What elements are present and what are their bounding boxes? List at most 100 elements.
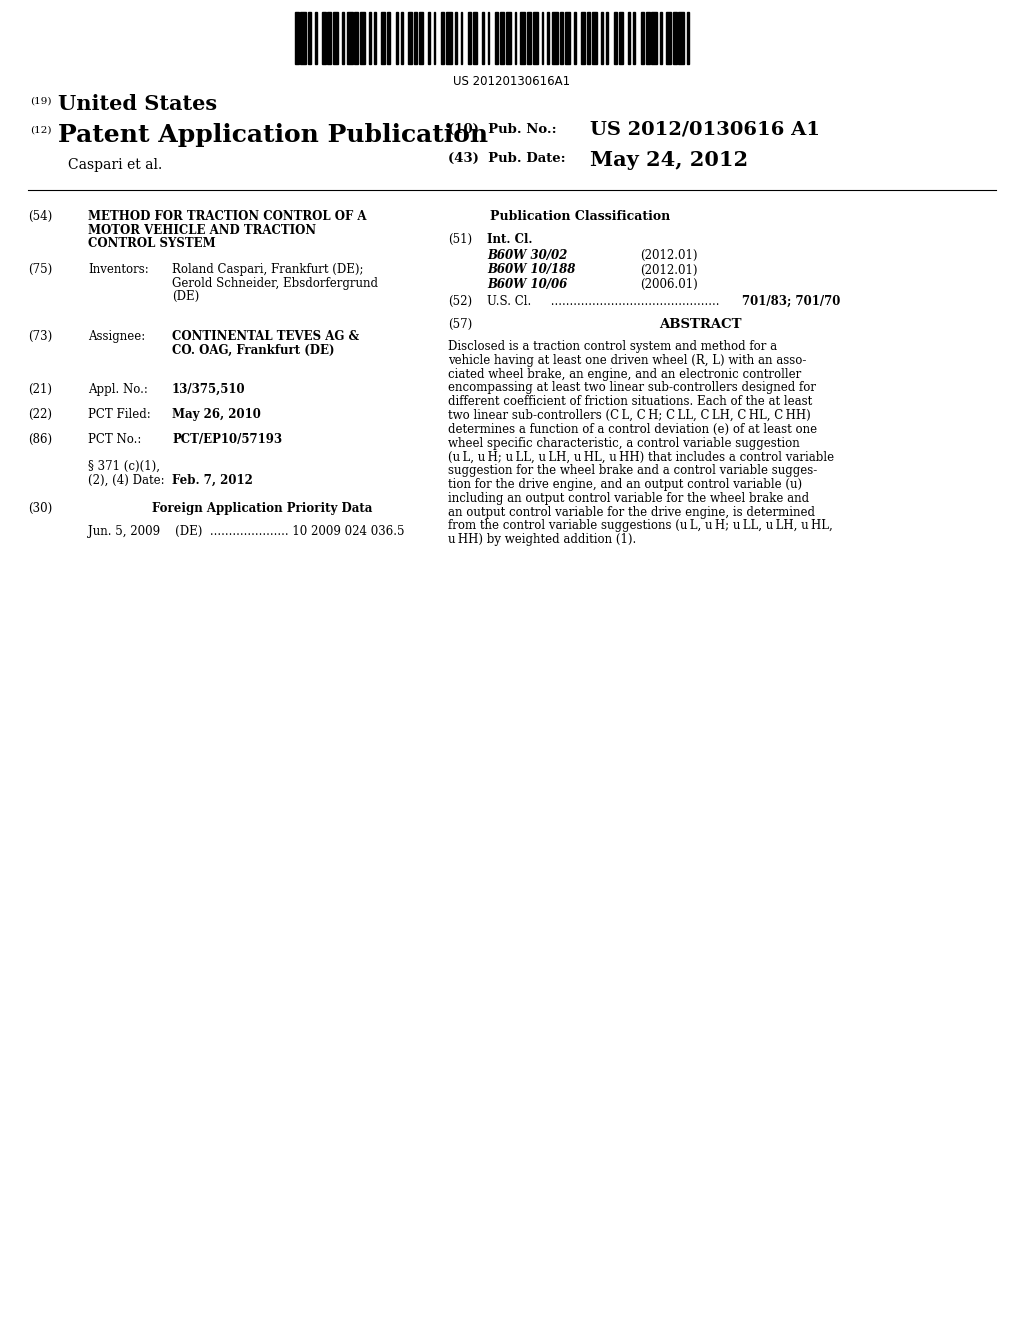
Bar — [307, 12, 311, 63]
Text: Disclosed is a traction control system and method for a: Disclosed is a traction control system a… — [449, 341, 777, 352]
Text: May 26, 2010: May 26, 2010 — [172, 408, 261, 421]
Text: MOTOR VEHICLE AND TRACTION: MOTOR VEHICLE AND TRACTION — [88, 223, 316, 236]
Text: .............................................: ........................................… — [547, 294, 720, 308]
Bar — [359, 12, 366, 63]
Bar — [565, 12, 570, 63]
Bar — [506, 12, 511, 63]
Bar — [673, 12, 677, 63]
Bar — [660, 12, 663, 63]
Text: (DE): (DE) — [172, 290, 200, 304]
Bar — [369, 12, 371, 63]
Bar — [440, 12, 444, 63]
Bar — [387, 12, 390, 63]
Bar — [520, 12, 525, 63]
Text: U.S. Cl.: U.S. Cl. — [487, 294, 531, 308]
Text: CONTROL SYSTEM: CONTROL SYSTEM — [88, 238, 216, 249]
Bar — [628, 12, 630, 63]
Bar — [328, 12, 331, 63]
Text: Int. Cl.: Int. Cl. — [487, 234, 532, 246]
Text: Foreign Application Priority Data: Foreign Application Priority Data — [152, 502, 372, 515]
Text: (u L, u H; u LL, u LH, u HL, u HH) that includes a control variable: (u L, u H; u LL, u LH, u HL, u HH) that … — [449, 450, 835, 463]
Bar — [433, 12, 435, 63]
Bar — [678, 12, 684, 63]
Text: (21): (21) — [28, 383, 52, 396]
Text: Gerold Schneider, Ebsdorfergrund: Gerold Schneider, Ebsdorfergrund — [172, 276, 378, 289]
Text: § 371 (c)(1),: § 371 (c)(1), — [88, 459, 160, 473]
Bar — [473, 12, 477, 63]
Bar — [482, 12, 484, 63]
Bar — [347, 12, 352, 63]
Text: (57): (57) — [449, 318, 472, 331]
Text: United States: United States — [58, 94, 217, 114]
Bar — [322, 12, 326, 63]
Text: suggestion for the wheel brake and a control variable sugges-: suggestion for the wheel brake and a con… — [449, 465, 817, 478]
Bar — [515, 12, 516, 63]
Text: (2012.01): (2012.01) — [640, 249, 697, 261]
Text: B60W 10/06: B60W 10/06 — [487, 279, 567, 290]
Text: (75): (75) — [28, 263, 52, 276]
Bar — [419, 12, 423, 63]
Text: two linear sub-controllers (C L, C H; C LL, C LH, C HL, C HH): two linear sub-controllers (C L, C H; C … — [449, 409, 811, 422]
Bar — [414, 12, 418, 63]
Bar — [646, 12, 649, 63]
Bar — [295, 12, 299, 63]
Bar — [559, 12, 563, 63]
Bar — [495, 12, 499, 63]
Bar — [634, 12, 635, 63]
Text: (30): (30) — [28, 502, 52, 515]
Text: (51): (51) — [449, 234, 472, 246]
Text: 701/83; 701/70: 701/83; 701/70 — [742, 294, 841, 308]
Bar — [428, 12, 430, 63]
Text: Appl. No.:: Appl. No.: — [88, 383, 147, 396]
Text: METHOD FOR TRACTION CONTROL OF A: METHOD FOR TRACTION CONTROL OF A — [88, 210, 367, 223]
Bar — [409, 12, 412, 63]
Bar — [687, 12, 689, 63]
Text: (2006.01): (2006.01) — [640, 279, 697, 290]
Bar — [547, 12, 549, 63]
Text: US 2012/0130616 A1: US 2012/0130616 A1 — [590, 121, 820, 139]
Text: (12): (12) — [30, 125, 51, 135]
Bar — [532, 12, 538, 63]
Bar — [641, 12, 644, 63]
Text: ABSTRACT: ABSTRACT — [658, 318, 741, 331]
Text: Inventors:: Inventors: — [88, 263, 148, 276]
Bar — [342, 12, 344, 63]
Text: PCT Filed:: PCT Filed: — [88, 408, 151, 421]
Bar — [587, 12, 590, 63]
Text: (86): (86) — [28, 433, 52, 446]
Bar — [354, 12, 358, 63]
Text: US 20120130616A1: US 20120130616A1 — [454, 75, 570, 88]
Text: (19): (19) — [30, 96, 51, 106]
Bar — [500, 12, 504, 63]
Bar — [592, 12, 597, 63]
Text: encompassing at least two linear sub-controllers designed for: encompassing at least two linear sub-con… — [449, 381, 816, 395]
Text: Assignee:: Assignee: — [88, 330, 145, 343]
Text: wheel specific characteristic, a control variable suggestion: wheel specific characteristic, a control… — [449, 437, 800, 450]
Text: (73): (73) — [28, 330, 52, 343]
Text: PCT No.:: PCT No.: — [88, 433, 141, 446]
Text: B60W 30/02: B60W 30/02 — [487, 249, 567, 261]
Bar — [542, 12, 544, 63]
Text: Jun. 5, 2009    (DE)  ..................... 10 2009 024 036.5: Jun. 5, 2009 (DE) ..................... … — [88, 525, 404, 539]
Text: tion for the drive engine, and an output control variable (u): tion for the drive engine, and an output… — [449, 478, 802, 491]
Bar — [333, 12, 338, 63]
Bar — [314, 12, 316, 63]
Text: (54): (54) — [28, 210, 52, 223]
Text: u HH) by weighted addition (1).: u HH) by weighted addition (1). — [449, 533, 636, 546]
Text: ciated wheel brake, an engine, and an electronic controller: ciated wheel brake, an engine, and an el… — [449, 367, 801, 380]
Text: Feb. 7, 2012: Feb. 7, 2012 — [172, 474, 253, 487]
Bar — [552, 12, 558, 63]
Bar — [618, 12, 623, 63]
Text: vehicle having at least one driven wheel (R, L) with an asso-: vehicle having at least one driven wheel… — [449, 354, 806, 367]
Bar — [582, 12, 585, 63]
Text: including an output control variable for the wheel brake and: including an output control variable for… — [449, 492, 809, 504]
Text: B60W 10/188: B60W 10/188 — [487, 264, 575, 276]
Text: Publication Classification: Publication Classification — [489, 210, 670, 223]
Bar — [527, 12, 530, 63]
Text: Roland Caspari, Frankfurt (DE);: Roland Caspari, Frankfurt (DE); — [172, 263, 364, 276]
Text: Patent Application Publication: Patent Application Publication — [58, 123, 488, 147]
Text: (2012.01): (2012.01) — [640, 264, 697, 276]
Bar — [601, 12, 603, 63]
Text: CO. OAG, Frankfurt (DE): CO. OAG, Frankfurt (DE) — [172, 343, 335, 356]
Text: (22): (22) — [28, 408, 52, 421]
